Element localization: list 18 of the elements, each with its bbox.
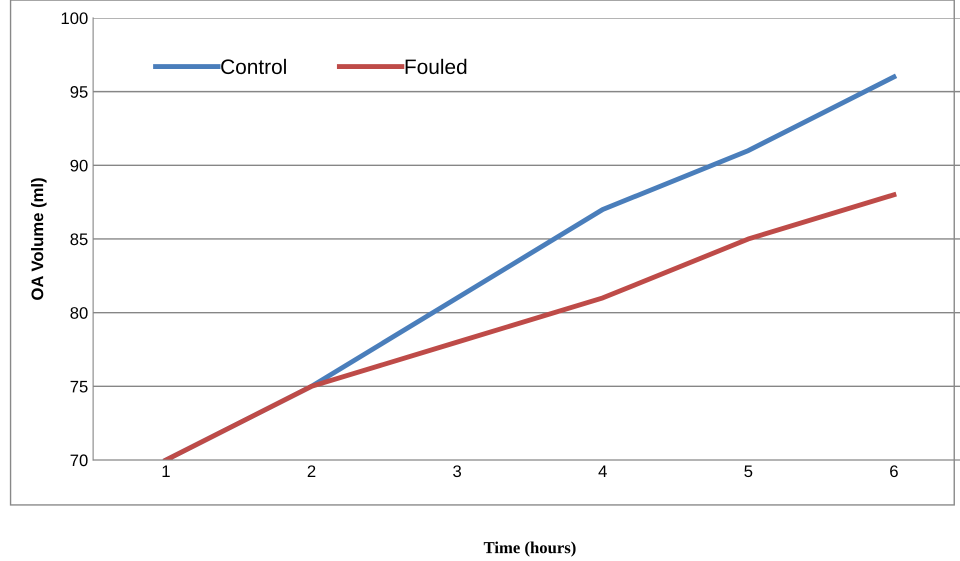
y-tick-label: 80 (70, 307, 88, 319)
x-axis-title: Time (hours) (484, 542, 576, 557)
y-tick-label: 90 (70, 160, 88, 172)
x-tick-label: 3 (453, 465, 462, 478)
x-tick-label: 1 (162, 465, 170, 477)
legend-label: Control (221, 58, 286, 74)
line-series (163, 192, 896, 460)
x-tick-label: 2 (308, 465, 316, 477)
x-tick-label: 5 (744, 465, 752, 478)
x-tick-label: 4 (598, 465, 607, 477)
x-tick-label: 6 (890, 465, 898, 478)
y-tick-label: 100 (62, 12, 88, 24)
y-tick-label: 75 (70, 380, 88, 393)
y-tick-label: 70 (70, 454, 88, 466)
y-tick-label: 95 (70, 86, 88, 98)
y-axis-title: OA Volume (ml) (31, 178, 47, 300)
y-tick-label: 85 (70, 233, 88, 246)
legend-label: Fouled (406, 58, 466, 74)
